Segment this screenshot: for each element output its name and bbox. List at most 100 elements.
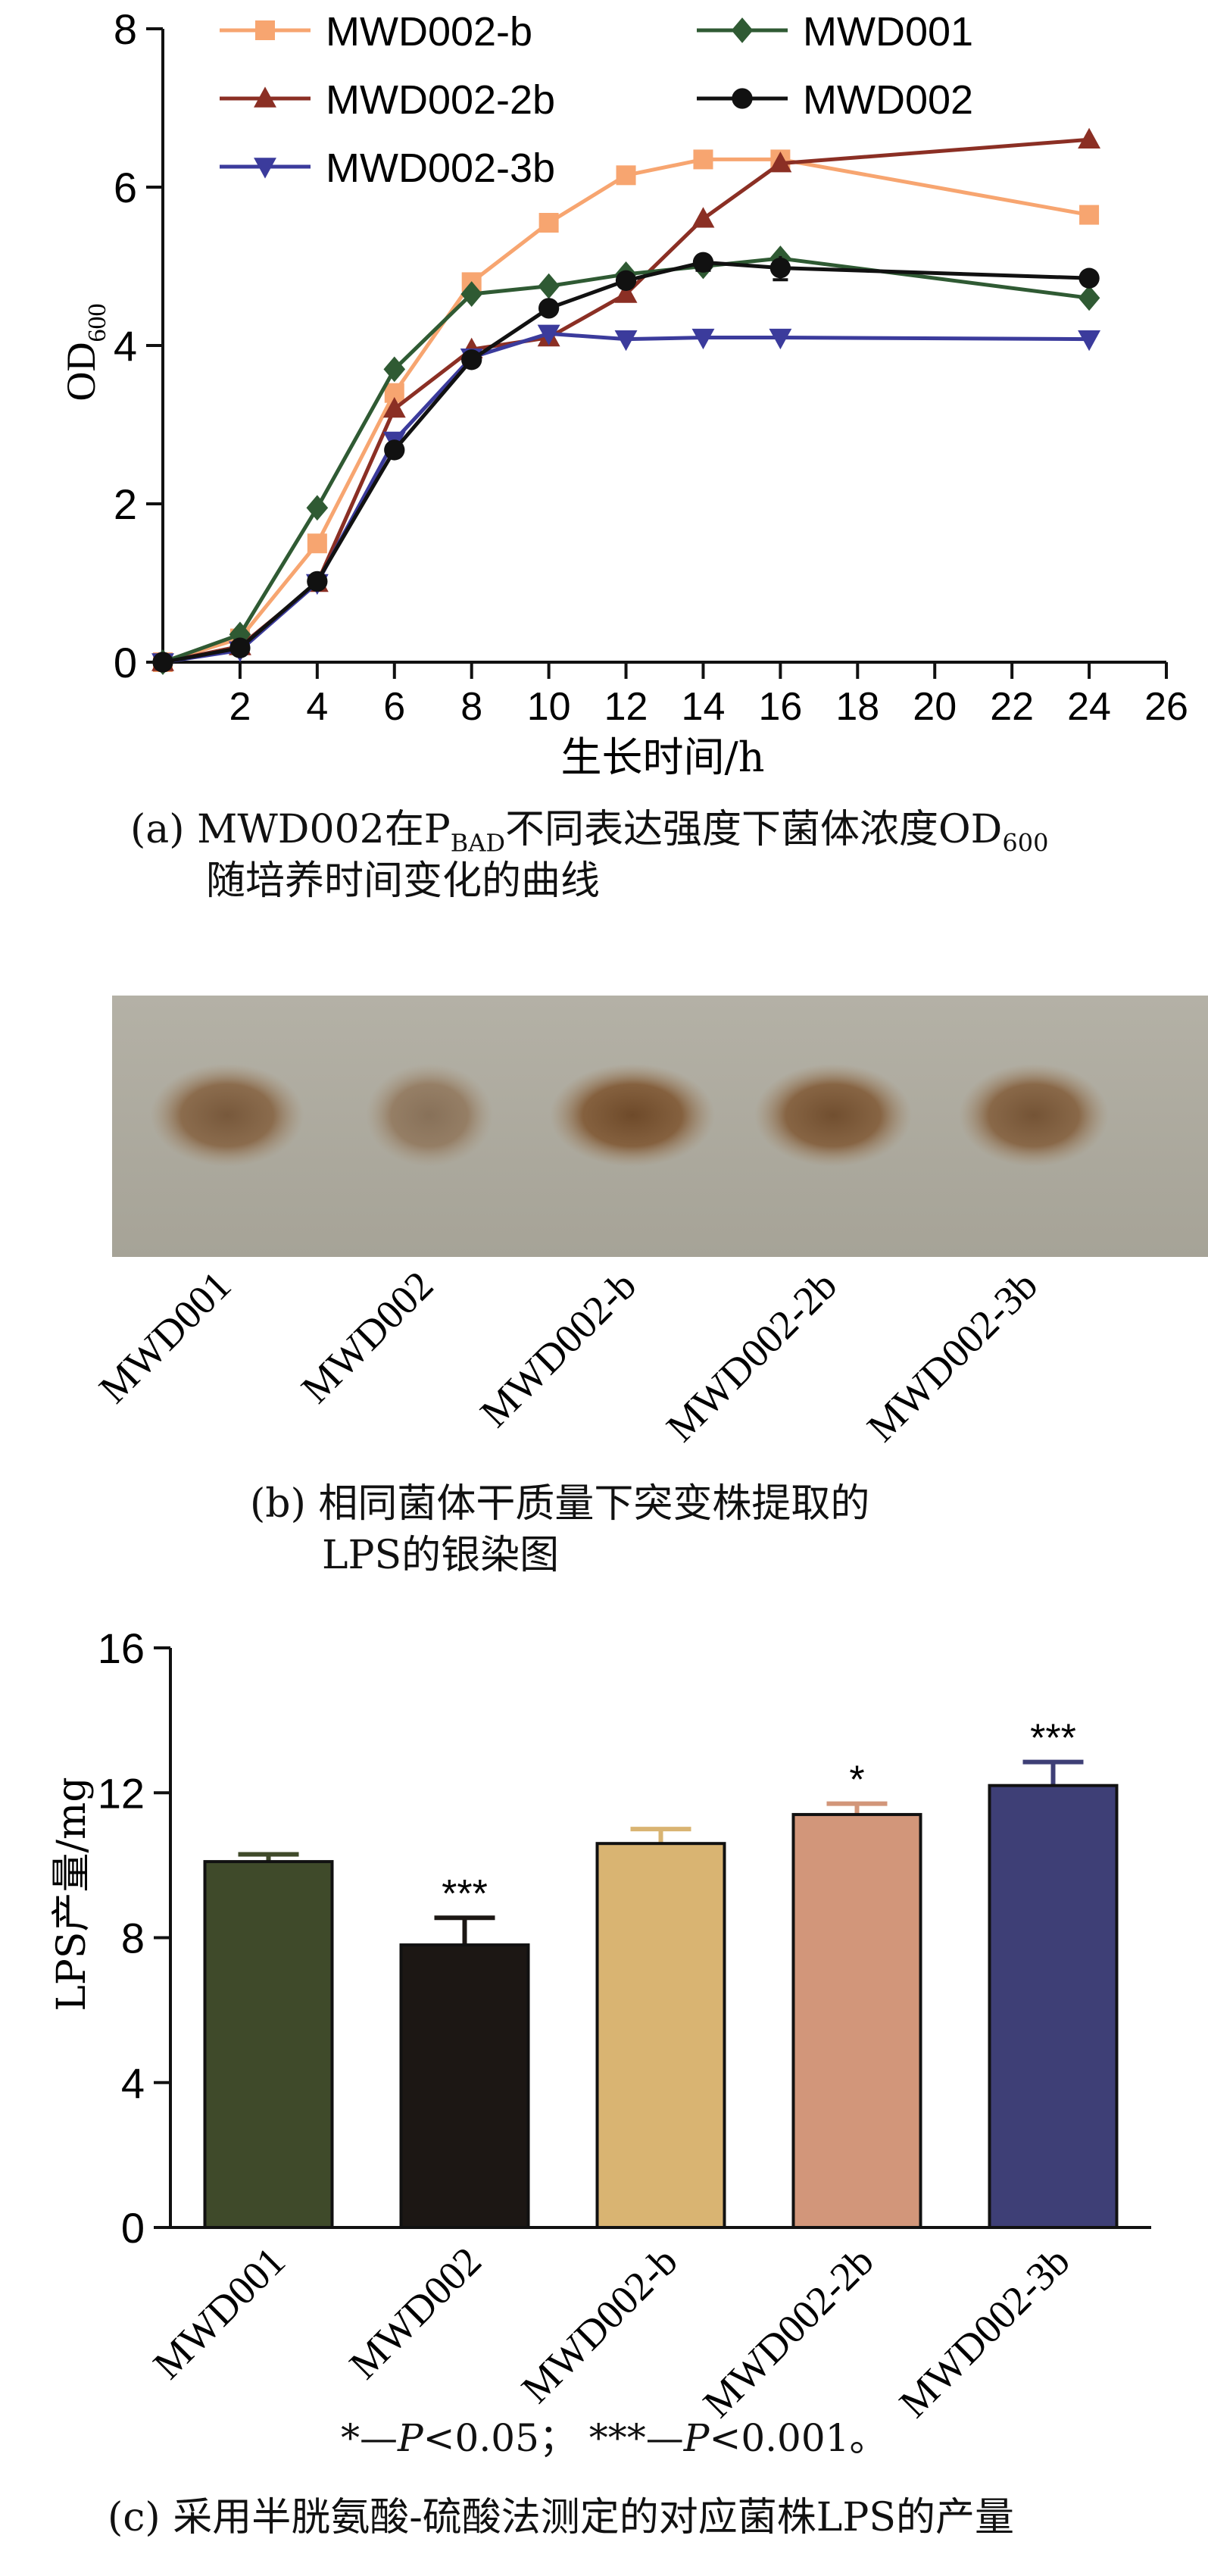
bar-MWD002-2b: *: [791, 1758, 922, 2229]
significance-label: *: [849, 1758, 864, 1802]
data-point: [229, 637, 251, 658]
data-point: [691, 207, 715, 228]
bar-MWD002-3b: ***: [988, 1717, 1119, 2229]
series-MWD002-b: [153, 149, 1100, 672]
x-tick-label: 2: [229, 685, 251, 729]
x-tick-label: 24: [1067, 685, 1111, 729]
growth-curve-legend: MWD002-b MWD002-2b MWD002-3b MWD001 MWD002: [220, 9, 973, 191]
legend-label: MWD002-3b: [326, 145, 555, 191]
gel-band-MWD002: [366, 1064, 493, 1167]
bar-rect: [791, 1812, 922, 2229]
growth-curve-series: [151, 127, 1101, 675]
bar-MWD002-b: [595, 1827, 726, 2229]
gel-bands: [150, 1064, 1109, 1167]
data-point: [384, 439, 405, 461]
lps-yield-bars: *******: [203, 1717, 1119, 2229]
legend-marker: [255, 20, 275, 40]
data-point: [614, 282, 638, 303]
note-part-4: P: [683, 2416, 710, 2460]
lps-silver-stain-gel: MWD001 MWD002 MWD002-b MWD002-2b MWD002-3b: [90, 996, 1208, 1450]
legend-marker: [732, 88, 753, 109]
lps-yield-y-ticks: 0 4 8 12 16: [98, 1624, 170, 2252]
legend-label: MWD001: [803, 9, 973, 55]
gel-band-MWD002-2b: [754, 1064, 912, 1167]
bar-rect: [399, 1943, 530, 2229]
data-point: [616, 165, 636, 186]
gel-band-MWD002-3b: [959, 1064, 1109, 1167]
series-line-MWD002: [162, 260, 1090, 664]
lps-yield-y-axis-label: LPS产量/mg: [49, 1777, 95, 2011]
data-point: [769, 328, 792, 350]
data-point: [307, 571, 328, 592]
x-tick-label: 6: [383, 685, 405, 729]
series-MWD002: [152, 252, 1100, 673]
data-point: [1079, 205, 1100, 225]
note-part-3: <0.05； ***—: [423, 2416, 684, 2460]
x-tick-label: 8: [460, 685, 482, 729]
gel-lane-label: MWD002-3b: [858, 1262, 1046, 1450]
bar-category-label: MWD002-3b: [891, 2238, 1078, 2426]
bar-category-label: MWD002: [341, 2238, 490, 2387]
significance-note: *—P<0.05； ***—P<0.001。: [341, 2408, 887, 2462]
y-tick-label: 8: [114, 5, 137, 53]
data-point: [769, 152, 792, 173]
gel-lane-label: MWD002-2b: [657, 1262, 845, 1450]
series-MWD002-3b: [151, 324, 1101, 674]
y-tick-label: 6: [114, 164, 137, 211]
legend-label: MWD002: [803, 77, 973, 123]
x-tick-label: 12: [604, 685, 648, 729]
bar-rect: [595, 1842, 726, 2229]
series-line-MWD002-3b: [162, 331, 1090, 664]
gel-lane-labels: MWD001 MWD002 MWD002-b MWD002-2b MWD002-3b: [90, 1262, 1046, 1450]
x-tick-label: 18: [835, 685, 879, 729]
data-point: [1078, 285, 1100, 311]
y-tick-label: 16: [98, 1624, 145, 1672]
bar-category-label: MWD002-2b: [695, 2238, 882, 2426]
data-point: [383, 356, 406, 383]
growth-curve-axes: [161, 29, 1166, 664]
growth-curve-x-ticks: 2 4 6 8 10 12 14 16 18 20 22 24 26: [229, 662, 1188, 729]
data-point: [152, 652, 173, 673]
x-tick-label: 4: [306, 685, 328, 729]
series-MWD002-2b: [151, 127, 1101, 671]
y-tick-label: 2: [114, 480, 137, 528]
data-point: [614, 330, 638, 352]
significance-label: ***: [1030, 1717, 1076, 1761]
data-point: [537, 324, 560, 345]
bar-rect: [988, 1784, 1119, 2229]
data-point: [538, 298, 560, 319]
lps-yield-x-labels: MWD001 MWD002 MWD002-b MWD002-2b MWD002-3b: [145, 2238, 1078, 2426]
data-point: [382, 397, 406, 418]
bar-MWD001: [203, 1852, 334, 2229]
y-tick-label: 4: [121, 2059, 145, 2107]
bar-MWD002: ***: [399, 1872, 530, 2229]
caption-a-prefix: (a) MWD002在P: [130, 807, 451, 852]
data-point: [1078, 267, 1100, 289]
gel-band-MWD002-b: [550, 1064, 715, 1167]
x-tick-label: 20: [913, 685, 957, 729]
series-line-MWD001: [162, 256, 1090, 664]
legend-entry-MWD002: MWD002: [697, 77, 973, 123]
x-tick-label: 26: [1144, 685, 1188, 729]
data-point: [769, 257, 791, 279]
significance-label: ***: [442, 1872, 488, 1916]
gel-lane-label: MWD002: [292, 1262, 442, 1411]
y-tick-label: 12: [98, 1769, 145, 1817]
legend-marker: [254, 86, 276, 108]
caption-c: (c) 采用半胱氨酸-硫酸法测定的对应菌株LPS的产量: [108, 2495, 1014, 2540]
y-tick-label: 0: [114, 639, 137, 686]
note-part-1: *—: [341, 2416, 398, 2460]
gel-band-MWD001: [150, 1064, 304, 1167]
legend-label: MWD002-2b: [326, 77, 555, 123]
data-point: [461, 349, 482, 370]
growth-curve-x-axis-label: 生长时间/h: [561, 733, 765, 781]
data-point: [691, 328, 715, 350]
y-tick-label: 8: [121, 1915, 145, 1962]
y-tick-label: 0: [121, 2204, 145, 2252]
legend-label: MWD002-b: [326, 9, 532, 55]
series-line-MWD002-b: [162, 157, 1090, 664]
x-tick-label: 10: [527, 685, 571, 729]
